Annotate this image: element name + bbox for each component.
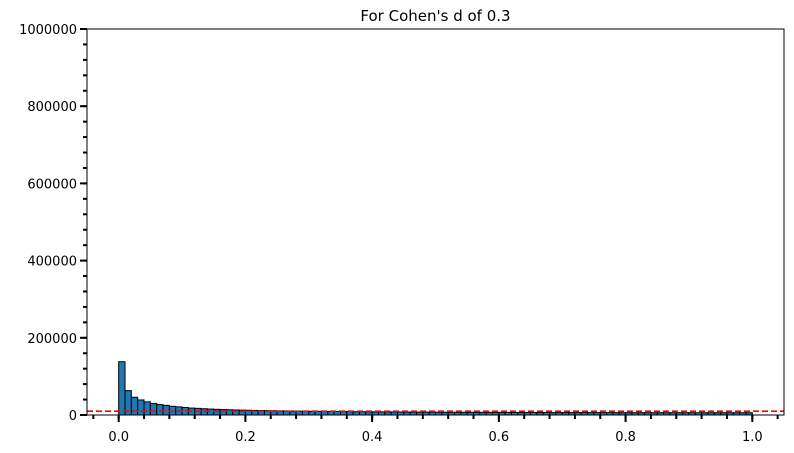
x-tick-label: 0.4 — [362, 430, 383, 445]
histogram-bar — [333, 411, 341, 416]
x-axis: 0.0 0.2 0.4 0.6 0.8 1.0 — [92, 415, 779, 445]
chart-title: For Cohen's d of 0.3 — [360, 7, 510, 25]
histogram-bar — [118, 361, 126, 416]
x-tick-label: 0.2 — [235, 430, 256, 445]
y-tick-label: 600000 — [27, 177, 77, 192]
histogram-bar — [149, 402, 158, 416]
histogram-bar — [327, 410, 335, 416]
y-tick-label: 800000 — [27, 100, 77, 115]
histogram-bar — [162, 404, 170, 416]
histogram-bar — [137, 399, 145, 416]
histogram-bar — [213, 408, 221, 416]
x-tick-label: 0.6 — [489, 430, 510, 445]
x-tick-label: 1.0 — [742, 430, 763, 445]
y-tick-label: 200000 — [27, 332, 77, 347]
histogram-bar — [156, 404, 164, 416]
histogram-bar — [143, 401, 151, 416]
plot-frame — [86, 28, 785, 416]
histogram-bar — [206, 408, 215, 416]
histogram-bar — [130, 396, 139, 416]
x-tick-label: 0.0 — [108, 430, 129, 445]
y-tick-label: 1000000 — [19, 23, 77, 38]
y-axis: 0 200000 400000 600000 800000 1000000 — [19, 23, 87, 424]
y-tick-label: 0 — [69, 409, 77, 424]
histogram-bars — [118, 361, 753, 416]
histogram-bar — [339, 411, 348, 416]
y-tick-label: 400000 — [27, 255, 77, 270]
histogram-bar — [346, 411, 354, 416]
histogram-bar — [320, 410, 329, 416]
x-tick-label: 0.8 — [615, 430, 636, 445]
